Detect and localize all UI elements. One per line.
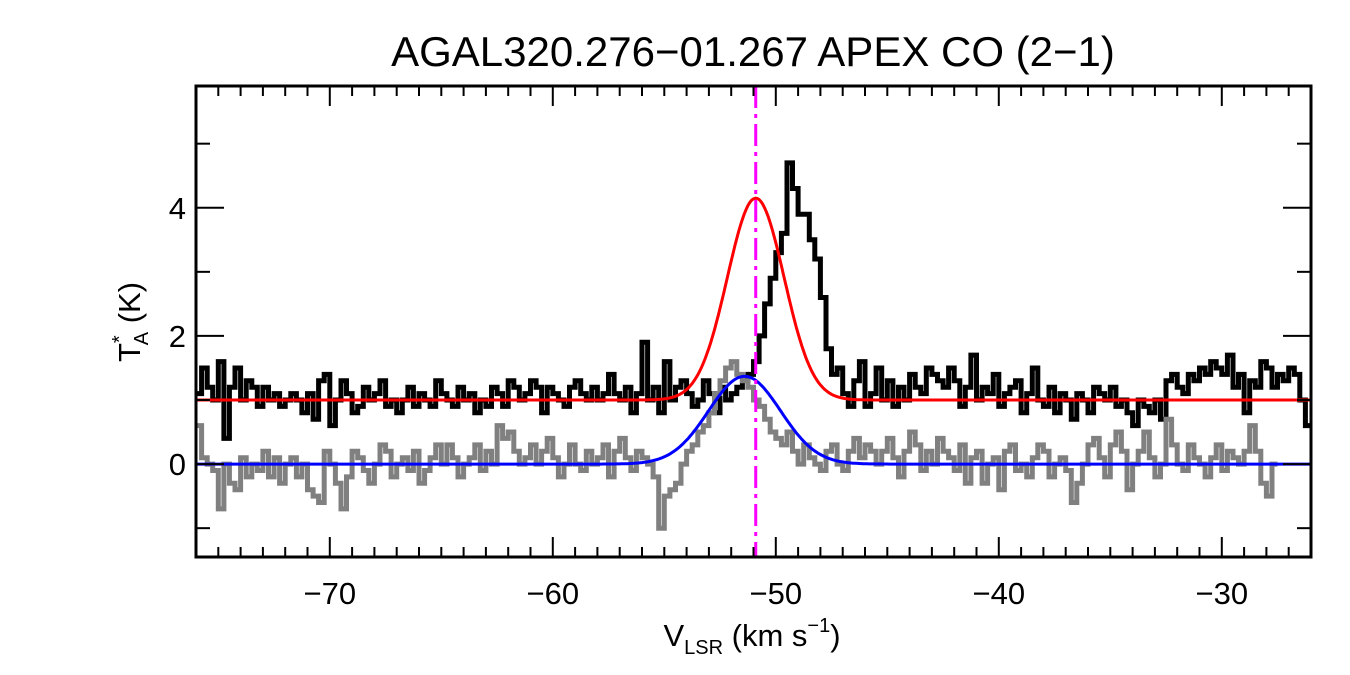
y-tick-label: 0: [169, 447, 186, 482]
x-tick-label: −70: [304, 576, 357, 611]
chart-title: AGAL320.276−01.267 APEX CO (2−1): [391, 28, 1115, 75]
y-tick-label: 2: [169, 319, 186, 354]
series-layer: [196, 86, 1311, 557]
x-axis-label: VLSR (km s−1): [663, 615, 840, 659]
gaussian-fit-curve: [196, 374, 1311, 466]
x-tick-label: −60: [527, 576, 580, 611]
y-tick-label: 4: [169, 191, 186, 226]
x-tick-labels: −70 −60 −50 −40 −30: [304, 576, 1249, 611]
x-tick-label: −50: [750, 576, 803, 611]
axis-ticks: [195, 86, 1312, 557]
plot-frame: [194, 84, 1313, 559]
x-tick-label: −30: [1196, 576, 1249, 611]
y-tick-labels: 0 2 4: [169, 191, 186, 482]
gaussian-fit-offset-curve: [196, 196, 1311, 402]
x-tick-label: −40: [973, 576, 1026, 611]
y-axis-label: T*A (K): [109, 282, 153, 362]
